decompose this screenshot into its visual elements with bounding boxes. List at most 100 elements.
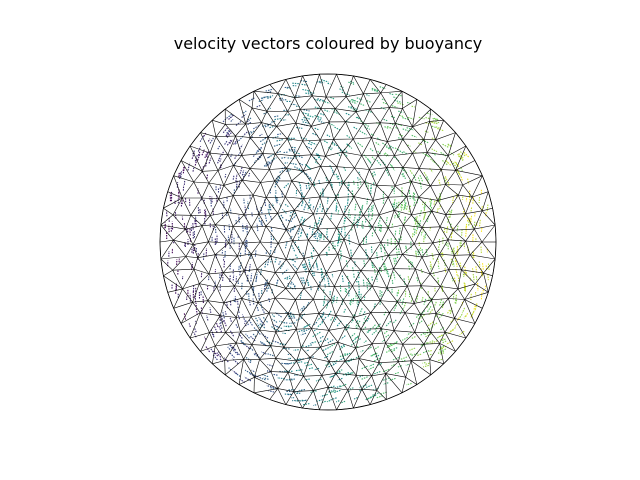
mesh-edge — [445, 184, 459, 196]
mesh-edge — [293, 390, 314, 392]
velocity-vector — [423, 172, 428, 177]
mesh-edge — [318, 254, 327, 274]
velocity-vector — [312, 247, 315, 253]
velocity-vector — [450, 209, 453, 214]
velocity-vector — [326, 352, 331, 356]
mesh-edge — [360, 312, 371, 330]
mesh-edge — [371, 343, 380, 363]
velocity-vector — [401, 298, 405, 306]
velocity-vector — [229, 330, 235, 337]
velocity-vector — [317, 217, 321, 225]
mesh-edge — [360, 270, 373, 287]
mesh-edge — [469, 254, 484, 274]
mesh-edge — [286, 258, 305, 260]
mesh-edge — [336, 224, 354, 229]
velocity-vector — [403, 216, 406, 225]
velocity-vector — [208, 157, 212, 164]
velocity-vector — [229, 344, 236, 351]
mesh-edge — [277, 93, 288, 112]
velocity-vector — [308, 225, 311, 230]
mesh-edge — [209, 315, 221, 333]
mesh-edge — [380, 287, 388, 301]
mesh-edge — [265, 213, 278, 227]
mesh-edge — [385, 373, 387, 400]
mesh-edge — [287, 109, 301, 112]
velocity-vector — [327, 361, 331, 364]
velocity-vector — [465, 272, 468, 277]
velocity-vector — [393, 371, 399, 375]
velocity-vector — [234, 155, 237, 160]
velocity-vector — [383, 118, 388, 122]
velocity-vector — [419, 310, 426, 317]
velocity-vector — [394, 99, 402, 104]
velocity-vector — [353, 273, 355, 279]
velocity-vector — [360, 376, 368, 381]
mesh-edge — [452, 229, 466, 242]
velocity-vector — [295, 317, 303, 322]
mesh-edge — [343, 181, 365, 184]
mesh-edge — [249, 137, 264, 154]
velocity-vector — [303, 203, 307, 212]
velocity-vector — [313, 367, 320, 371]
mesh-edge — [319, 74, 327, 98]
velocity-vector — [356, 301, 360, 308]
velocity-vector — [276, 150, 282, 154]
velocity-vector — [440, 151, 447, 157]
mesh-edge — [217, 154, 229, 171]
velocity-vector — [229, 139, 234, 144]
mesh-edge — [465, 213, 475, 230]
mesh-edge — [260, 241, 279, 244]
velocity-vector — [236, 351, 240, 356]
mesh-edge — [353, 224, 373, 228]
mesh-edge — [320, 166, 330, 183]
mesh-edge — [380, 84, 387, 94]
mesh-edge — [356, 375, 372, 377]
velocity-vector — [288, 317, 296, 320]
velocity-vector — [228, 351, 235, 358]
mesh-edge — [430, 313, 437, 333]
velocity-vector — [374, 323, 381, 330]
mesh-edge — [458, 194, 466, 214]
mesh-edge — [277, 209, 295, 214]
mesh-edge — [163, 207, 174, 216]
mesh-edge — [267, 137, 288, 140]
velocity-vector — [445, 160, 452, 167]
velocity-vector — [361, 220, 364, 229]
mesh-edge — [326, 269, 343, 274]
velocity-vector — [301, 264, 305, 270]
mesh-edge — [193, 268, 200, 284]
mesh-edge — [378, 197, 389, 216]
mesh-edge — [251, 253, 272, 257]
mesh-edge — [325, 151, 343, 157]
mesh-edge — [372, 226, 389, 229]
velocity-vector — [425, 333, 432, 338]
mesh-edge — [430, 169, 442, 187]
mesh-edge — [327, 387, 337, 410]
velocity-vector — [302, 328, 310, 333]
velocity-vector — [387, 343, 395, 348]
mesh-edge — [324, 213, 337, 229]
velocity-vector — [357, 338, 361, 341]
velocity-vector — [454, 299, 457, 304]
mesh-edge — [423, 332, 432, 345]
mesh-edge — [412, 99, 418, 127]
velocity-vector — [335, 400, 340, 403]
velocity-vector — [473, 305, 476, 311]
velocity-vector — [248, 130, 255, 136]
mesh-edge — [413, 303, 421, 315]
mesh-edge — [234, 270, 245, 287]
velocity-vector — [437, 358, 443, 362]
mesh-edge — [285, 79, 296, 98]
velocity-vector — [192, 167, 195, 172]
velocity-vector — [238, 144, 244, 150]
mesh-edge — [296, 314, 300, 330]
velocity-vector — [264, 280, 267, 287]
velocity-vector — [468, 217, 471, 223]
mesh-edge — [214, 332, 226, 347]
mesh-edge — [437, 184, 446, 201]
velocity-vector — [255, 147, 263, 154]
mesh-edge — [308, 239, 331, 243]
velocity-vector — [296, 361, 303, 364]
velocity-vector — [292, 258, 296, 263]
mesh-edge — [266, 180, 275, 198]
